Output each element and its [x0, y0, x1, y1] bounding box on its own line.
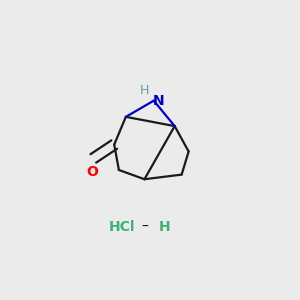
- Text: N: N: [153, 94, 164, 108]
- Text: H: H: [140, 84, 149, 97]
- Text: –: –: [141, 220, 148, 234]
- Text: H: H: [158, 220, 170, 234]
- Text: O: O: [86, 165, 98, 179]
- Text: HCl: HCl: [109, 220, 135, 234]
